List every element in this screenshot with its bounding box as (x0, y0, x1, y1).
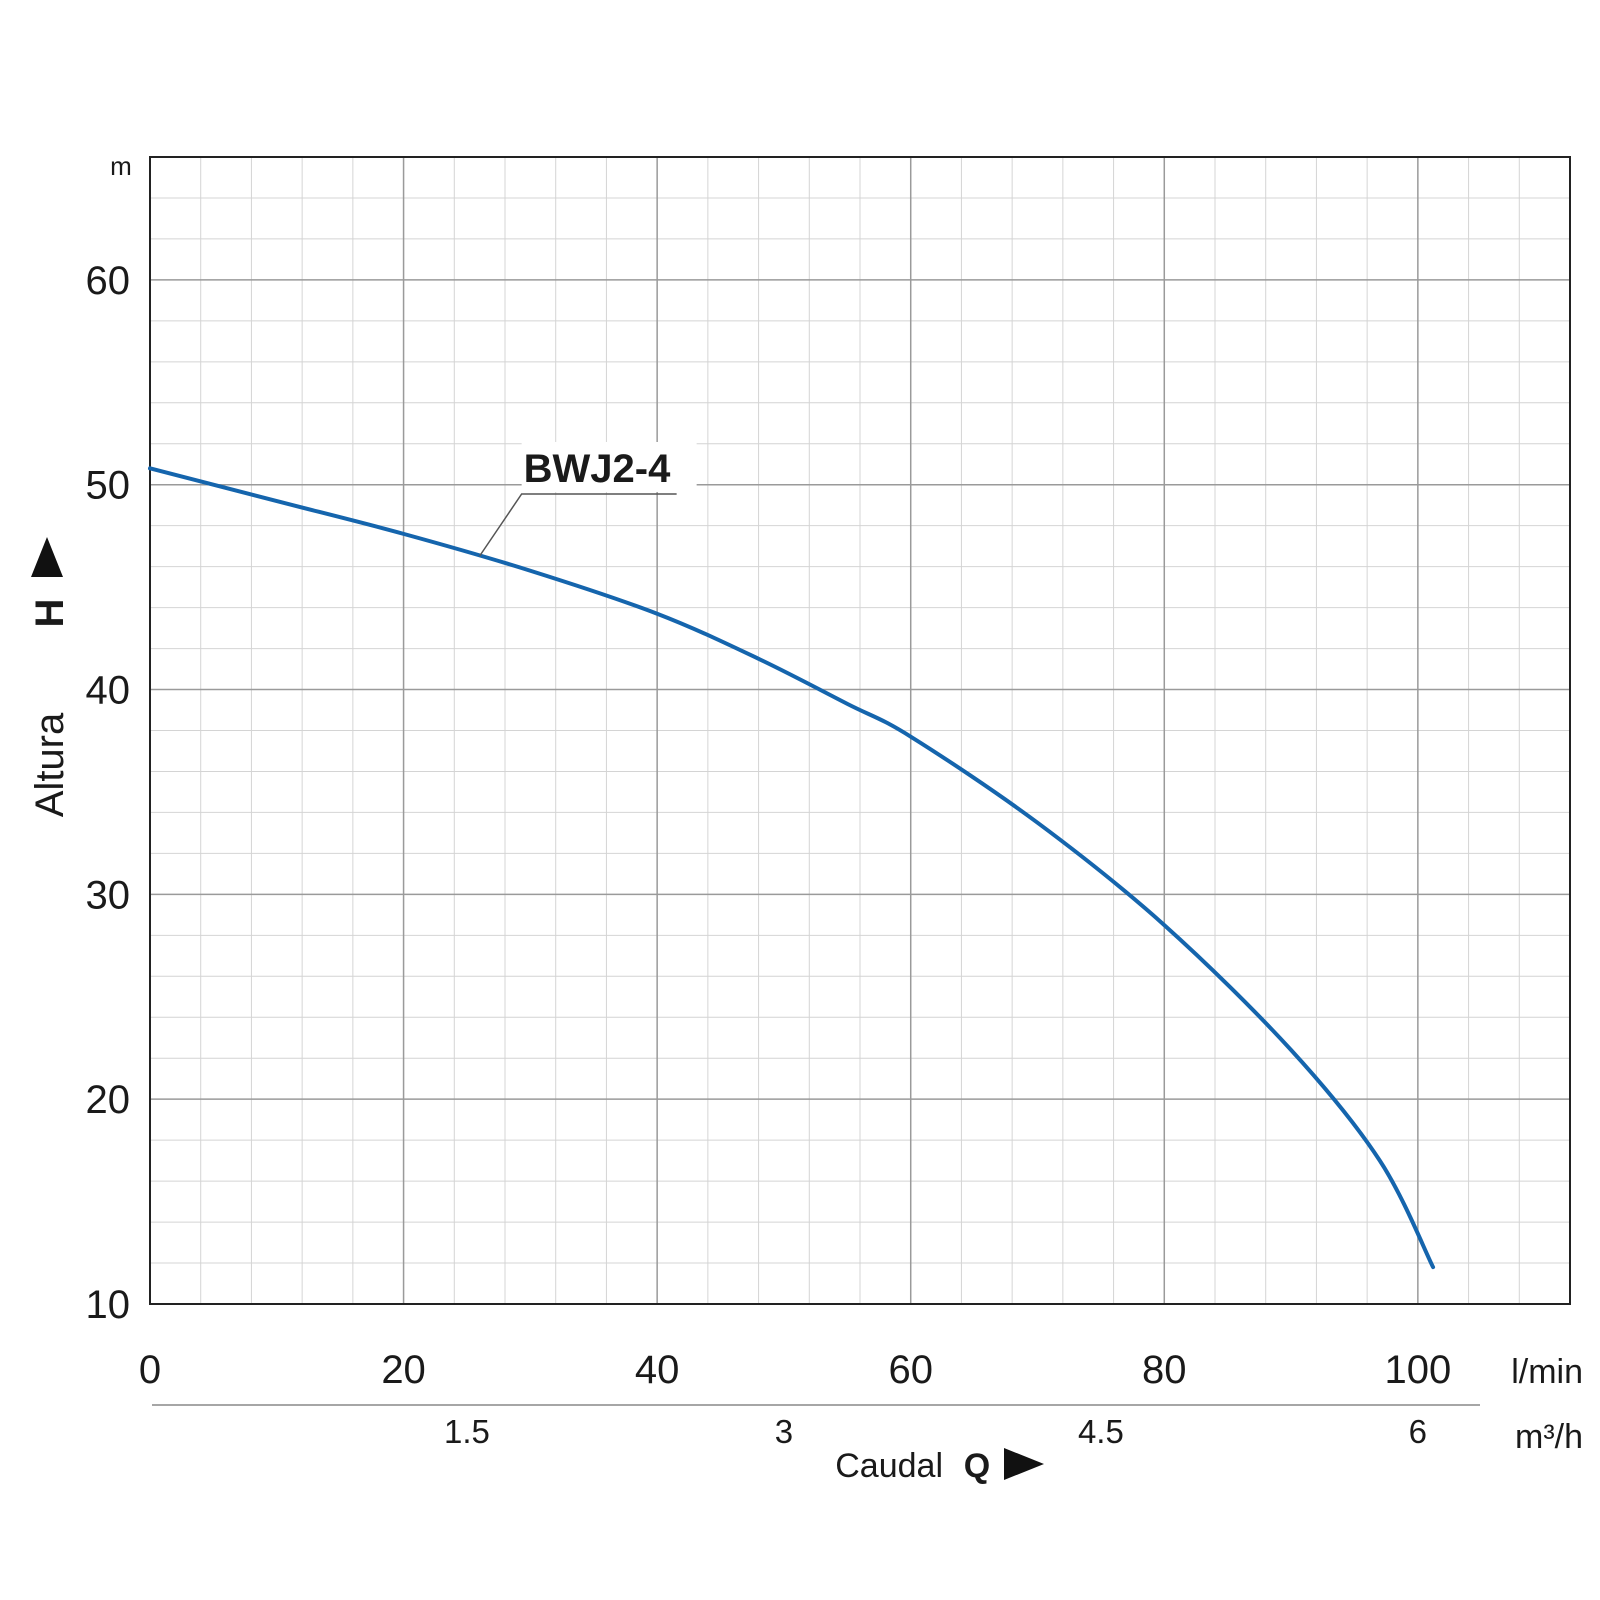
x2-tick-labels: 1.5 3 4.5 6 (444, 1413, 1427, 1450)
y-tick-label: 10 (86, 1283, 131, 1327)
x-axis-arrow-icon (1004, 1448, 1044, 1480)
series-label-background (521, 441, 697, 492)
x-axis-symbol: Q (964, 1447, 990, 1485)
x2-tick-label: 6 (1409, 1413, 1427, 1450)
x-tick-label: 80 (1142, 1348, 1187, 1392)
x-tick-label: 20 (381, 1348, 426, 1392)
series-label-leader-line (479, 493, 677, 557)
series-label-layer: BWJ2-4 (479, 441, 697, 557)
x-axis-label: Caudal (835, 1447, 943, 1485)
y-tick-label: 30 (86, 873, 131, 917)
y-tick-label: 50 (86, 464, 131, 508)
plot-frame (149, 156, 1571, 1305)
y-tick-label: 60 (86, 259, 131, 303)
x2-tick-label: 1.5 (444, 1413, 490, 1450)
curve-layer (148, 466, 1436, 1270)
y-axis-arrow-icon (31, 537, 63, 577)
y-tick-label: 40 (86, 669, 131, 713)
x-tick-label: 0 (139, 1348, 161, 1392)
y-axis-label: Altura (28, 712, 72, 817)
x2-tick-label: 4.5 (1078, 1413, 1124, 1450)
x2-unit-label: m³/h (1515, 1418, 1583, 1456)
major-grid (150, 157, 1570, 1304)
minor-grid (150, 157, 1570, 1304)
y-tick-labels: 10 20 30 40 50 60 (86, 259, 131, 1327)
x2-tick-label: 3 (775, 1413, 793, 1450)
x-tick-labels: 0 20 40 60 80 100 (139, 1348, 1451, 1392)
y-unit-label: m (110, 151, 132, 181)
y-axis-symbol: H (28, 599, 72, 628)
series-line-bwj2-4 (148, 466, 1436, 1270)
y-axis-title: Altura H (28, 537, 72, 817)
x-tick-label: 60 (888, 1348, 933, 1392)
series-label: BWJ2-4 (524, 447, 671, 491)
x-tick-label: 40 (635, 1348, 680, 1392)
y-tick-label: 20 (86, 1078, 131, 1122)
x-unit-label: l/min (1511, 1353, 1583, 1391)
x-tick-label: 100 (1384, 1348, 1451, 1392)
